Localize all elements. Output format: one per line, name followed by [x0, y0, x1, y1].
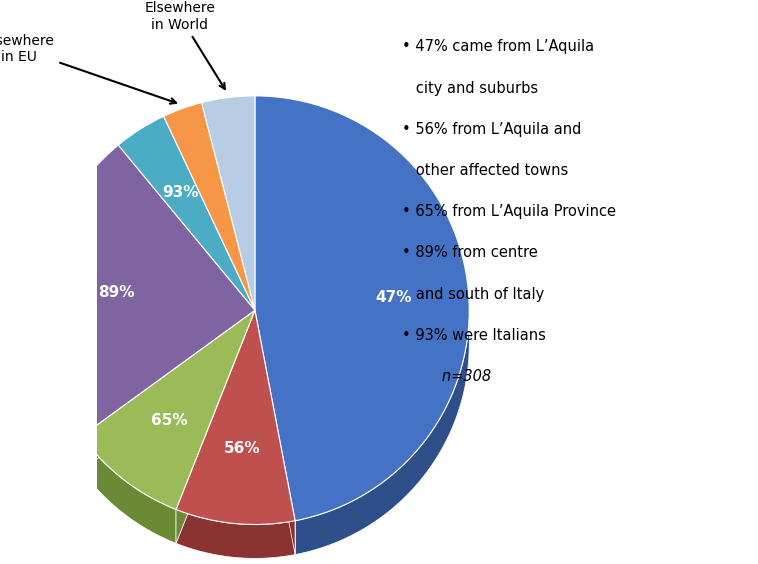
Text: Elsewhere
in EU: Elsewhere in EU [0, 33, 176, 104]
Polygon shape [82, 310, 255, 470]
Text: and south of Italy: and south of Italy [402, 287, 543, 302]
Polygon shape [255, 310, 295, 554]
Text: 93%: 93% [162, 185, 199, 200]
Text: 89%: 89% [99, 285, 135, 300]
Wedge shape [118, 116, 255, 310]
Polygon shape [41, 312, 82, 470]
Text: 47%: 47% [375, 289, 412, 305]
Wedge shape [41, 145, 255, 436]
Polygon shape [255, 310, 295, 554]
Polygon shape [295, 311, 469, 554]
Text: other affected towns: other affected towns [402, 163, 568, 178]
Text: Elsewhere
in World: Elsewhere in World [145, 1, 225, 89]
Text: • 56% from L’Aquila and: • 56% from L’Aquila and [402, 122, 581, 137]
Polygon shape [176, 509, 295, 558]
Polygon shape [176, 310, 255, 543]
Text: • 93% were Italians: • 93% were Italians [402, 328, 546, 343]
Wedge shape [255, 96, 469, 521]
Wedge shape [202, 96, 255, 310]
Text: • 89% from centre: • 89% from centre [402, 245, 537, 261]
Wedge shape [164, 103, 255, 310]
Text: 56%: 56% [224, 442, 260, 456]
Wedge shape [176, 310, 295, 525]
Text: n=308: n=308 [402, 369, 490, 384]
Text: city and suburbs: city and suburbs [402, 81, 537, 96]
Wedge shape [82, 310, 255, 509]
Text: 65%: 65% [152, 413, 188, 428]
Polygon shape [176, 310, 255, 543]
Polygon shape [82, 436, 176, 543]
Polygon shape [82, 310, 255, 470]
Text: • 65% from L’Aquila Province: • 65% from L’Aquila Province [402, 204, 615, 219]
Text: • 47% came from L’Aquila: • 47% came from L’Aquila [402, 39, 594, 55]
